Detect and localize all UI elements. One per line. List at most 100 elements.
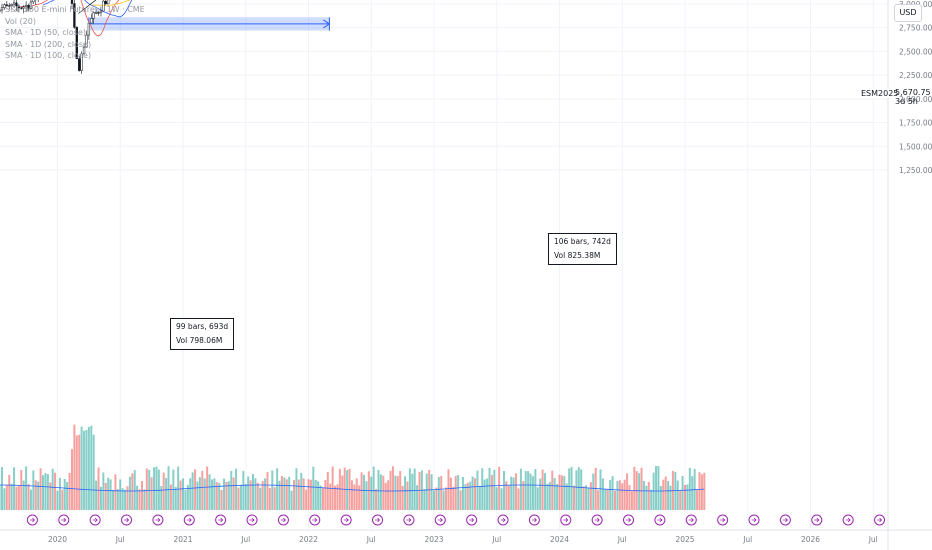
volume-bar: [34, 480, 37, 510]
volume-bar: [194, 469, 197, 510]
volume-bar: [116, 489, 119, 510]
event-arrow-icon: [280, 517, 286, 523]
volume-bar: [546, 483, 549, 510]
volume-bar: [235, 468, 238, 510]
volume-bar: [416, 485, 419, 510]
event-arrow-icon: [500, 517, 506, 523]
volume-bar: [148, 469, 151, 510]
volume-bar: [305, 489, 308, 510]
volume-bar: [375, 489, 378, 510]
volume-bar: [314, 480, 317, 510]
volume-bar: [249, 480, 252, 510]
currency-button[interactable]: USD: [894, 4, 922, 22]
volume-bar: [251, 473, 254, 510]
event-arrow-icon: [343, 517, 349, 523]
volume-bar: [592, 473, 595, 510]
x-tick-label: Jul: [491, 535, 501, 544]
volume-bar: [17, 485, 20, 510]
volume-bar: [83, 430, 86, 510]
volume-bar: [626, 473, 629, 510]
volume-bar: [442, 490, 445, 510]
volume-bar: [640, 467, 643, 510]
legend-indicator[interactable]: SMA · 1D (50, close): [5, 28, 86, 37]
legend-title[interactable]: S&P 500 E-mini Futures · 1W · CME: [5, 5, 145, 14]
bar-countdown: 3d 5h: [895, 97, 918, 106]
measure-vol: Vol 798.06M: [176, 336, 223, 345]
volume-bar: [587, 487, 590, 510]
volume-bar: [126, 486, 129, 510]
volume-bar: [227, 481, 230, 510]
legend-indicator[interactable]: SMA · 1D (200, close): [5, 39, 92, 49]
volume-bar: [527, 471, 530, 510]
volume-bar: [642, 481, 645, 510]
volume-bar: [628, 485, 631, 510]
grid: [0, 0, 888, 530]
volume-bar: [396, 476, 399, 510]
event-arrow-icon: [845, 517, 851, 523]
volume-bar: [70, 449, 73, 510]
volume-bar: [379, 474, 382, 510]
volume-bars: [0, 424, 706, 510]
volume-bar: [457, 475, 460, 510]
volume-bar: [531, 476, 534, 510]
candle: [99, 10, 103, 13]
volume-bar: [278, 480, 281, 510]
volume-bar: [25, 466, 28, 510]
candle: [27, 5, 30, 9]
volume-bar: [56, 490, 59, 510]
volume-bar: [167, 466, 170, 510]
candle: [20, 7, 23, 9]
x-tick-label: Jul: [115, 535, 125, 544]
volume-bar: [165, 478, 168, 510]
legend-indicator[interactable]: Vol (20): [5, 16, 36, 26]
candle: [87, 22, 91, 36]
volume-bar: [44, 473, 47, 510]
volume-bar: [22, 480, 25, 510]
volume-bar: [336, 484, 339, 510]
volume-bar: [109, 479, 112, 510]
volume-bar: [548, 481, 551, 510]
x-tick-label: 2026: [801, 535, 820, 544]
x-tick-label: Jul: [366, 535, 376, 544]
volume-bar: [551, 470, 554, 510]
volume-bar: [365, 481, 368, 510]
volume-bar: [259, 487, 262, 510]
volume-bar: [317, 481, 320, 510]
volume-bar: [140, 481, 143, 510]
y-tick-label: 2,000.00: [899, 95, 932, 104]
volume-bar: [297, 479, 300, 510]
candle: [10, 3, 13, 6]
event-arrow-icon: [720, 517, 726, 523]
legend-indicator[interactable]: SMA · 1D (100, close): [5, 51, 92, 60]
volume-bar: [502, 470, 505, 510]
volume-bar: [8, 474, 11, 510]
volume-bar: [162, 472, 165, 510]
volume-bar: [97, 467, 100, 510]
measure-box: 99 bars, 693d Vol 798.06M: [170, 318, 235, 350]
volume-bar: [61, 489, 64, 510]
volume-bar: [447, 469, 450, 510]
volume-bar: [10, 483, 13, 510]
volume-bar: [319, 485, 322, 510]
volume-bar: [208, 474, 211, 510]
candle: [22, 6, 25, 9]
volume-bar: [92, 434, 95, 510]
volume-bar: [230, 470, 233, 510]
volume-bar: [575, 470, 578, 510]
volume-bar: [283, 477, 286, 510]
volume-bar: [203, 478, 206, 510]
volume-bar: [73, 424, 76, 510]
volume-bar: [382, 475, 385, 510]
candle: [5, 4, 8, 6]
volume-bar: [32, 470, 35, 510]
x-tick-label: 2020: [48, 535, 67, 544]
candle: [92, 12, 95, 19]
volume-bar: [391, 466, 394, 510]
volume-bar: [302, 478, 305, 510]
event-arrow-icon: [594, 517, 600, 523]
candle: [102, 0, 105, 12]
volume-bar: [461, 476, 464, 510]
